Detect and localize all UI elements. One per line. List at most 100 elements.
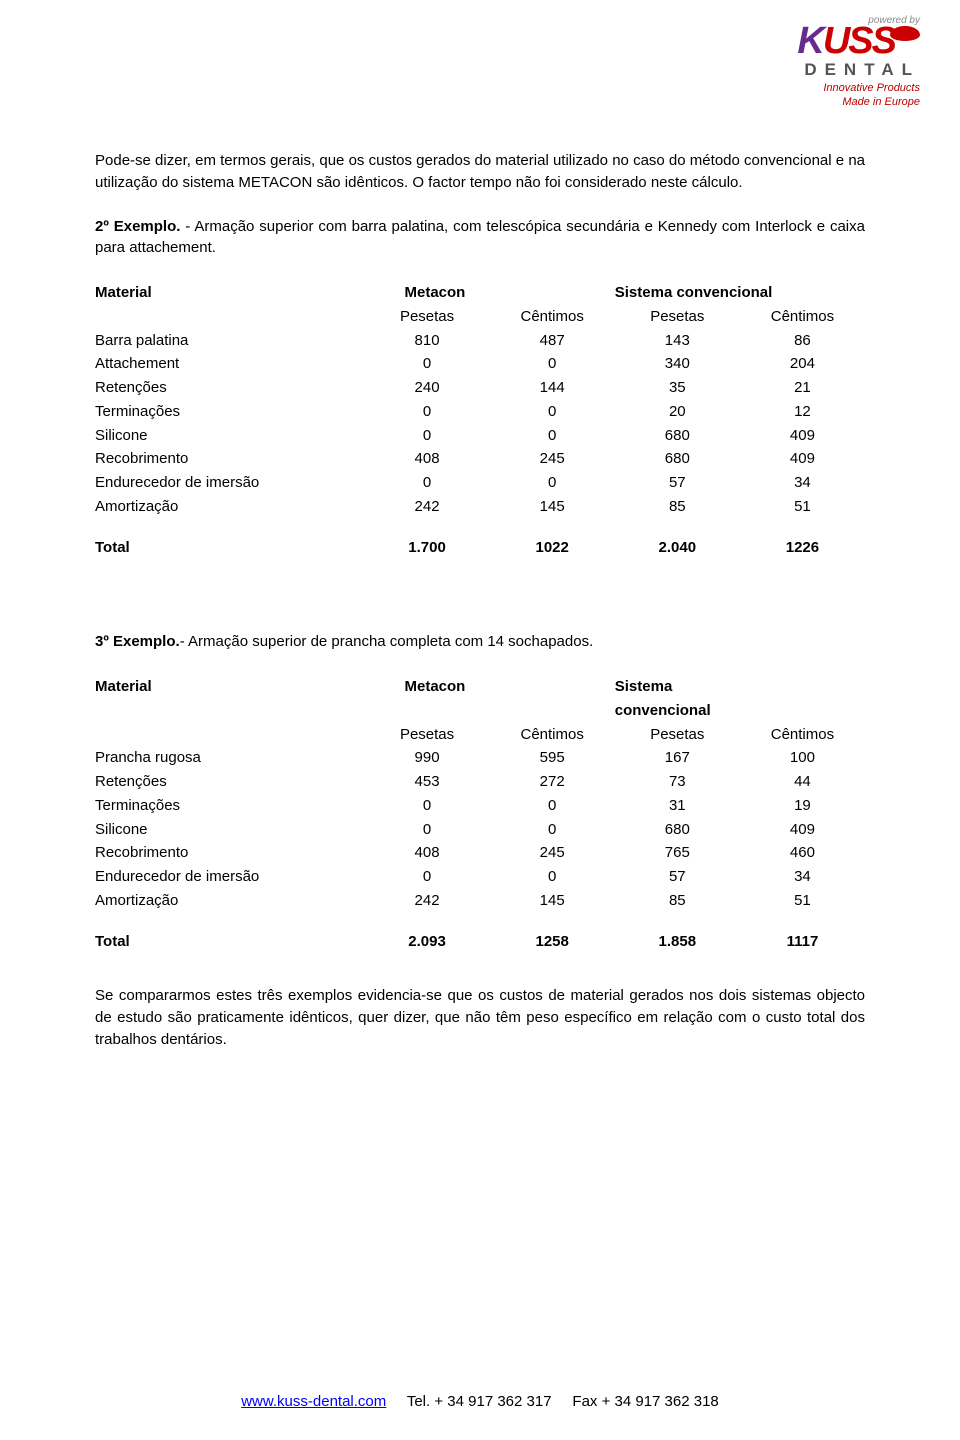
row-value: 460: [740, 841, 865, 865]
row-value: 595: [490, 746, 615, 770]
row-value: 810: [365, 329, 490, 353]
row-material: Silicone: [95, 818, 365, 842]
row-value: 0: [365, 400, 490, 424]
row-value: 31: [615, 794, 740, 818]
row-value: 245: [490, 841, 615, 865]
hdr-pesetas2: Pesetas: [615, 723, 740, 747]
table-row: Endurecedor de imersão005734: [95, 471, 865, 495]
logo-sub2: Made in Europe: [740, 96, 920, 108]
row-value: 0: [490, 818, 615, 842]
row-value: 0: [365, 865, 490, 889]
footer-url[interactable]: www.kuss-dental.com: [241, 1393, 386, 1410]
row-material: Recobrimento: [95, 447, 365, 471]
footer-tel: Tel. + 34 917 362 317: [407, 1393, 552, 1410]
table-header-row2: Pesetas Cêntimos Pesetas Cêntimos: [95, 305, 865, 329]
row-value: 20: [615, 400, 740, 424]
row-value: 680: [615, 447, 740, 471]
row-value: 12: [740, 400, 865, 424]
row-material: Amortização: [95, 495, 365, 519]
table-row: Retenções2401443521: [95, 376, 865, 400]
row-value: 0: [365, 352, 490, 376]
row-value: 73: [615, 770, 740, 794]
total-a: 1.700: [365, 519, 490, 560]
ex3-label: 3º Exemplo.: [95, 633, 180, 650]
row-value: 0: [365, 471, 490, 495]
row-material: Recobrimento: [95, 841, 365, 865]
row-value: 0: [365, 424, 490, 448]
row-value: 0: [490, 400, 615, 424]
row-value: 242: [365, 889, 490, 913]
row-value: 340: [615, 352, 740, 376]
paragraph-intro: Pode-se dizer, em termos gerais, que os …: [95, 150, 865, 194]
table-row: Silicone00680409: [95, 818, 865, 842]
hdr-conv1: Sistema: [615, 675, 740, 699]
table-header-row1: Material Metacon Sistema: [95, 675, 865, 699]
row-value: 680: [615, 818, 740, 842]
row-value: 167: [615, 746, 740, 770]
row-value: 34: [740, 865, 865, 889]
row-value: 86: [740, 329, 865, 353]
lips-icon: [890, 26, 920, 41]
row-material: Prancha rugosa: [95, 746, 365, 770]
footer-fax: Fax + 34 917 362 318: [572, 1393, 718, 1410]
table-row: Terminações002012: [95, 400, 865, 424]
row-value: 0: [490, 865, 615, 889]
row-value: 21: [740, 376, 865, 400]
table-row: Amortização2421458551: [95, 889, 865, 913]
hdr-centimos1: Cêntimos: [490, 305, 615, 329]
table-header-row1b: convencional: [95, 699, 865, 723]
hdr-pesetas1: Pesetas: [365, 305, 490, 329]
row-value: 240: [365, 376, 490, 400]
table2-block: Material Metacon Sistema convencional Pe…: [95, 281, 865, 559]
row-value: 0: [365, 794, 490, 818]
row-material: Silicone: [95, 424, 365, 448]
hdr-metacon: Metacon: [365, 281, 615, 305]
total-c: 1.858: [615, 913, 740, 954]
row-value: 0: [490, 794, 615, 818]
row-value: 453: [365, 770, 490, 794]
row-value: 242: [365, 495, 490, 519]
table-row: Retenções4532727344: [95, 770, 865, 794]
hdr-metacon: Metacon: [365, 675, 615, 699]
row-value: 409: [740, 424, 865, 448]
row-value: 35: [615, 376, 740, 400]
table-header-row1: Material Metacon Sistema convencional: [95, 281, 865, 305]
ex2-text: - Armação superior com barra palatina, c…: [95, 218, 865, 257]
row-value: 44: [740, 770, 865, 794]
table-row: Silicone00680409: [95, 424, 865, 448]
example2-heading: 2º Exemplo. - Armação superior com barra…: [95, 216, 865, 260]
row-value: 409: [740, 818, 865, 842]
row-value: 990: [365, 746, 490, 770]
ex3-text: - Armação superior de prancha completa c…: [180, 633, 594, 650]
hdr-centimos2: Cêntimos: [740, 305, 865, 329]
hdr-centimos1: Cêntimos: [490, 723, 615, 747]
row-value: 765: [615, 841, 740, 865]
logo-dental: DENTAL: [740, 60, 920, 80]
table-row: Recobrimento408245765460: [95, 841, 865, 865]
row-value: 0: [365, 818, 490, 842]
table3: Material Metacon Sistema convencional Pe…: [95, 675, 865, 953]
row-value: 408: [365, 447, 490, 471]
hdr-conv: Sistema convencional: [615, 281, 865, 305]
example3-heading: 3º Exemplo.- Armação superior de prancha…: [95, 631, 865, 653]
table-row: Barra palatina81048714386: [95, 329, 865, 353]
total-d: 1226: [740, 519, 865, 560]
row-material: Endurecedor de imersão: [95, 865, 365, 889]
logo-sub1: Innovative Products: [740, 82, 920, 94]
total-c: 2.040: [615, 519, 740, 560]
total-row: Total 1.700 1022 2.040 1226: [95, 519, 865, 560]
table-row: Terminações003119: [95, 794, 865, 818]
row-value: 245: [490, 447, 615, 471]
row-value: 143: [615, 329, 740, 353]
total-a: 2.093: [365, 913, 490, 954]
row-value: 0: [490, 352, 615, 376]
row-value: 34: [740, 471, 865, 495]
row-value: 409: [740, 447, 865, 471]
row-value: 51: [740, 889, 865, 913]
row-value: 145: [490, 495, 615, 519]
row-value: 19: [740, 794, 865, 818]
document-content: Pode-se dizer, em termos gerais, que os …: [0, 0, 960, 1051]
row-value: 0: [490, 424, 615, 448]
row-value: 51: [740, 495, 865, 519]
total-b: 1258: [490, 913, 615, 954]
